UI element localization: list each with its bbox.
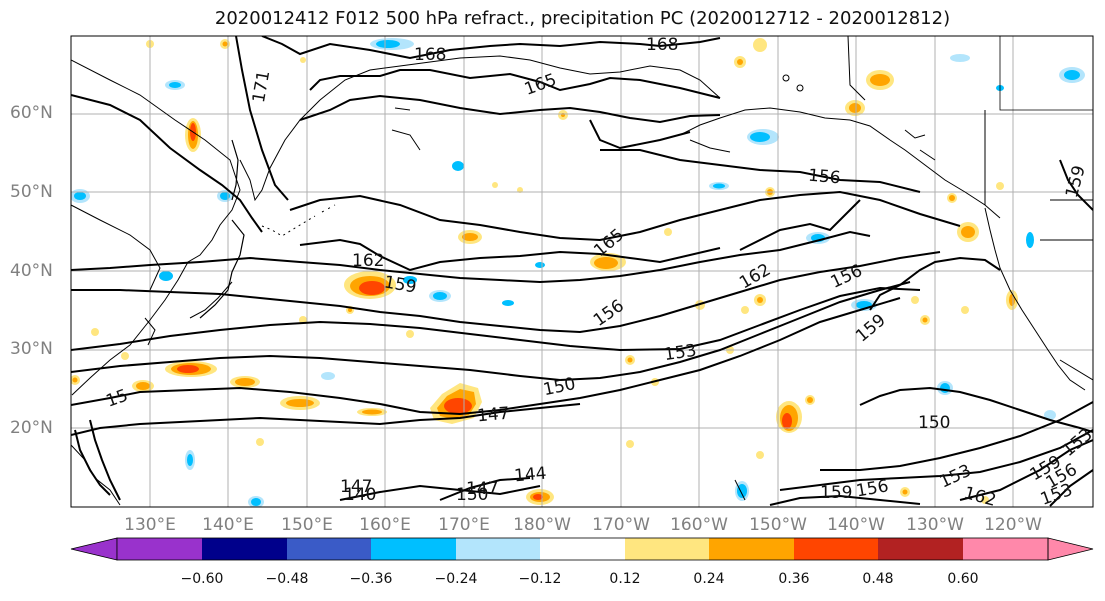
positive-anomaly-patch [458,230,482,244]
lon-label: 160°W [670,515,728,535]
lat-label: 30°N [10,339,53,359]
colorbar-tick-label: 0.36 [778,571,810,587]
colorbar [70,537,1094,561]
colorbar-tick-label: −0.12 [518,571,562,587]
lat-label: 50°N [10,182,53,202]
positive-anomaly-patch [357,408,387,416]
colorbar-tick-label: −0.24 [434,571,478,587]
colorbar-tick-label: 0.24 [693,571,725,587]
lon-label: 150°W [749,515,807,535]
colorbar-bin [878,538,963,560]
contour-label: 140 [344,485,376,505]
colorbar-bin [709,538,794,560]
colorbar-frame [116,537,1049,561]
positive-anomaly-patch [230,376,260,388]
lon-label: 170°W [592,515,650,535]
colorbar-bin [540,538,625,560]
positive-anomaly-patch [590,253,626,271]
positive-anomaly-patch [132,380,154,392]
colorbar-bin [625,538,709,560]
lat-label: 20°N [10,418,53,438]
colorbar-bin [456,538,540,560]
lon-label: 180°W [513,515,571,535]
positive-anomaly-patch [957,222,979,242]
lon-label: 130°W [906,515,964,535]
coastlines [71,36,1093,506]
lon-label: 130°E [124,515,176,535]
lat-label: 60°N [10,103,53,123]
colorbar-tick-label: 0.60 [947,571,979,587]
contour-label: 144 [513,464,547,487]
colorbar-bin [117,538,202,560]
lon-label: 160°E [359,515,411,535]
colorbar-bin [202,538,287,560]
colorbar-bin [371,538,456,560]
contour-label: 150 [918,413,950,433]
positive-anomaly-patch [344,271,396,299]
refractivity-contours [71,36,1093,507]
colorbar-tick-label: 0.48 [862,571,894,587]
positive-anomaly-patch [526,489,554,505]
contour-label: 156 [807,166,841,189]
graticule [71,36,1093,507]
colorbar-tick-label: −0.60 [180,571,224,587]
positive-anomaly-patch [866,70,894,90]
lon-label: 170°E [438,515,490,535]
contour-label: 147 [340,477,372,497]
contour-label: 168 [414,45,446,65]
lon-label: 140°E [202,515,254,535]
colorbar-tick-label: 0.12 [609,571,641,587]
negative-anomaly-patches [71,38,1085,507]
positive-anomaly-patch [776,401,802,433]
map-frame [70,35,1094,508]
colorbar-extend-min [70,537,118,561]
lon-label: 120°W [984,515,1042,535]
contour-label: 147 [466,479,498,499]
positive-anomaly-patch [165,361,217,377]
colorbar-bin [794,538,878,560]
lon-label: 150°E [281,515,333,535]
colorbar-extend-max [1047,537,1094,561]
positive-anomaly-patch [185,118,201,152]
contour-label: 168 [646,35,678,55]
contour-label: 162 [352,251,384,271]
contour-label: 153 [663,341,698,365]
colorbar-tick-label: −0.48 [265,571,309,587]
lat-label: 40°N [10,261,53,281]
contour-label: 159 [820,483,852,503]
positive-anomaly-patch [845,100,865,116]
positive-anomaly-patch [280,396,320,410]
map-title: 2020012412 F012 500 hPa refract., precip… [214,8,951,29]
colorbar-bin [287,538,371,560]
lon-label: 140°W [827,515,885,535]
colorbar-bin [963,538,1048,560]
contour-label: 150 [456,485,488,505]
contour-label: 147 [476,404,510,427]
colorbar-tick-label: −0.36 [349,571,393,587]
